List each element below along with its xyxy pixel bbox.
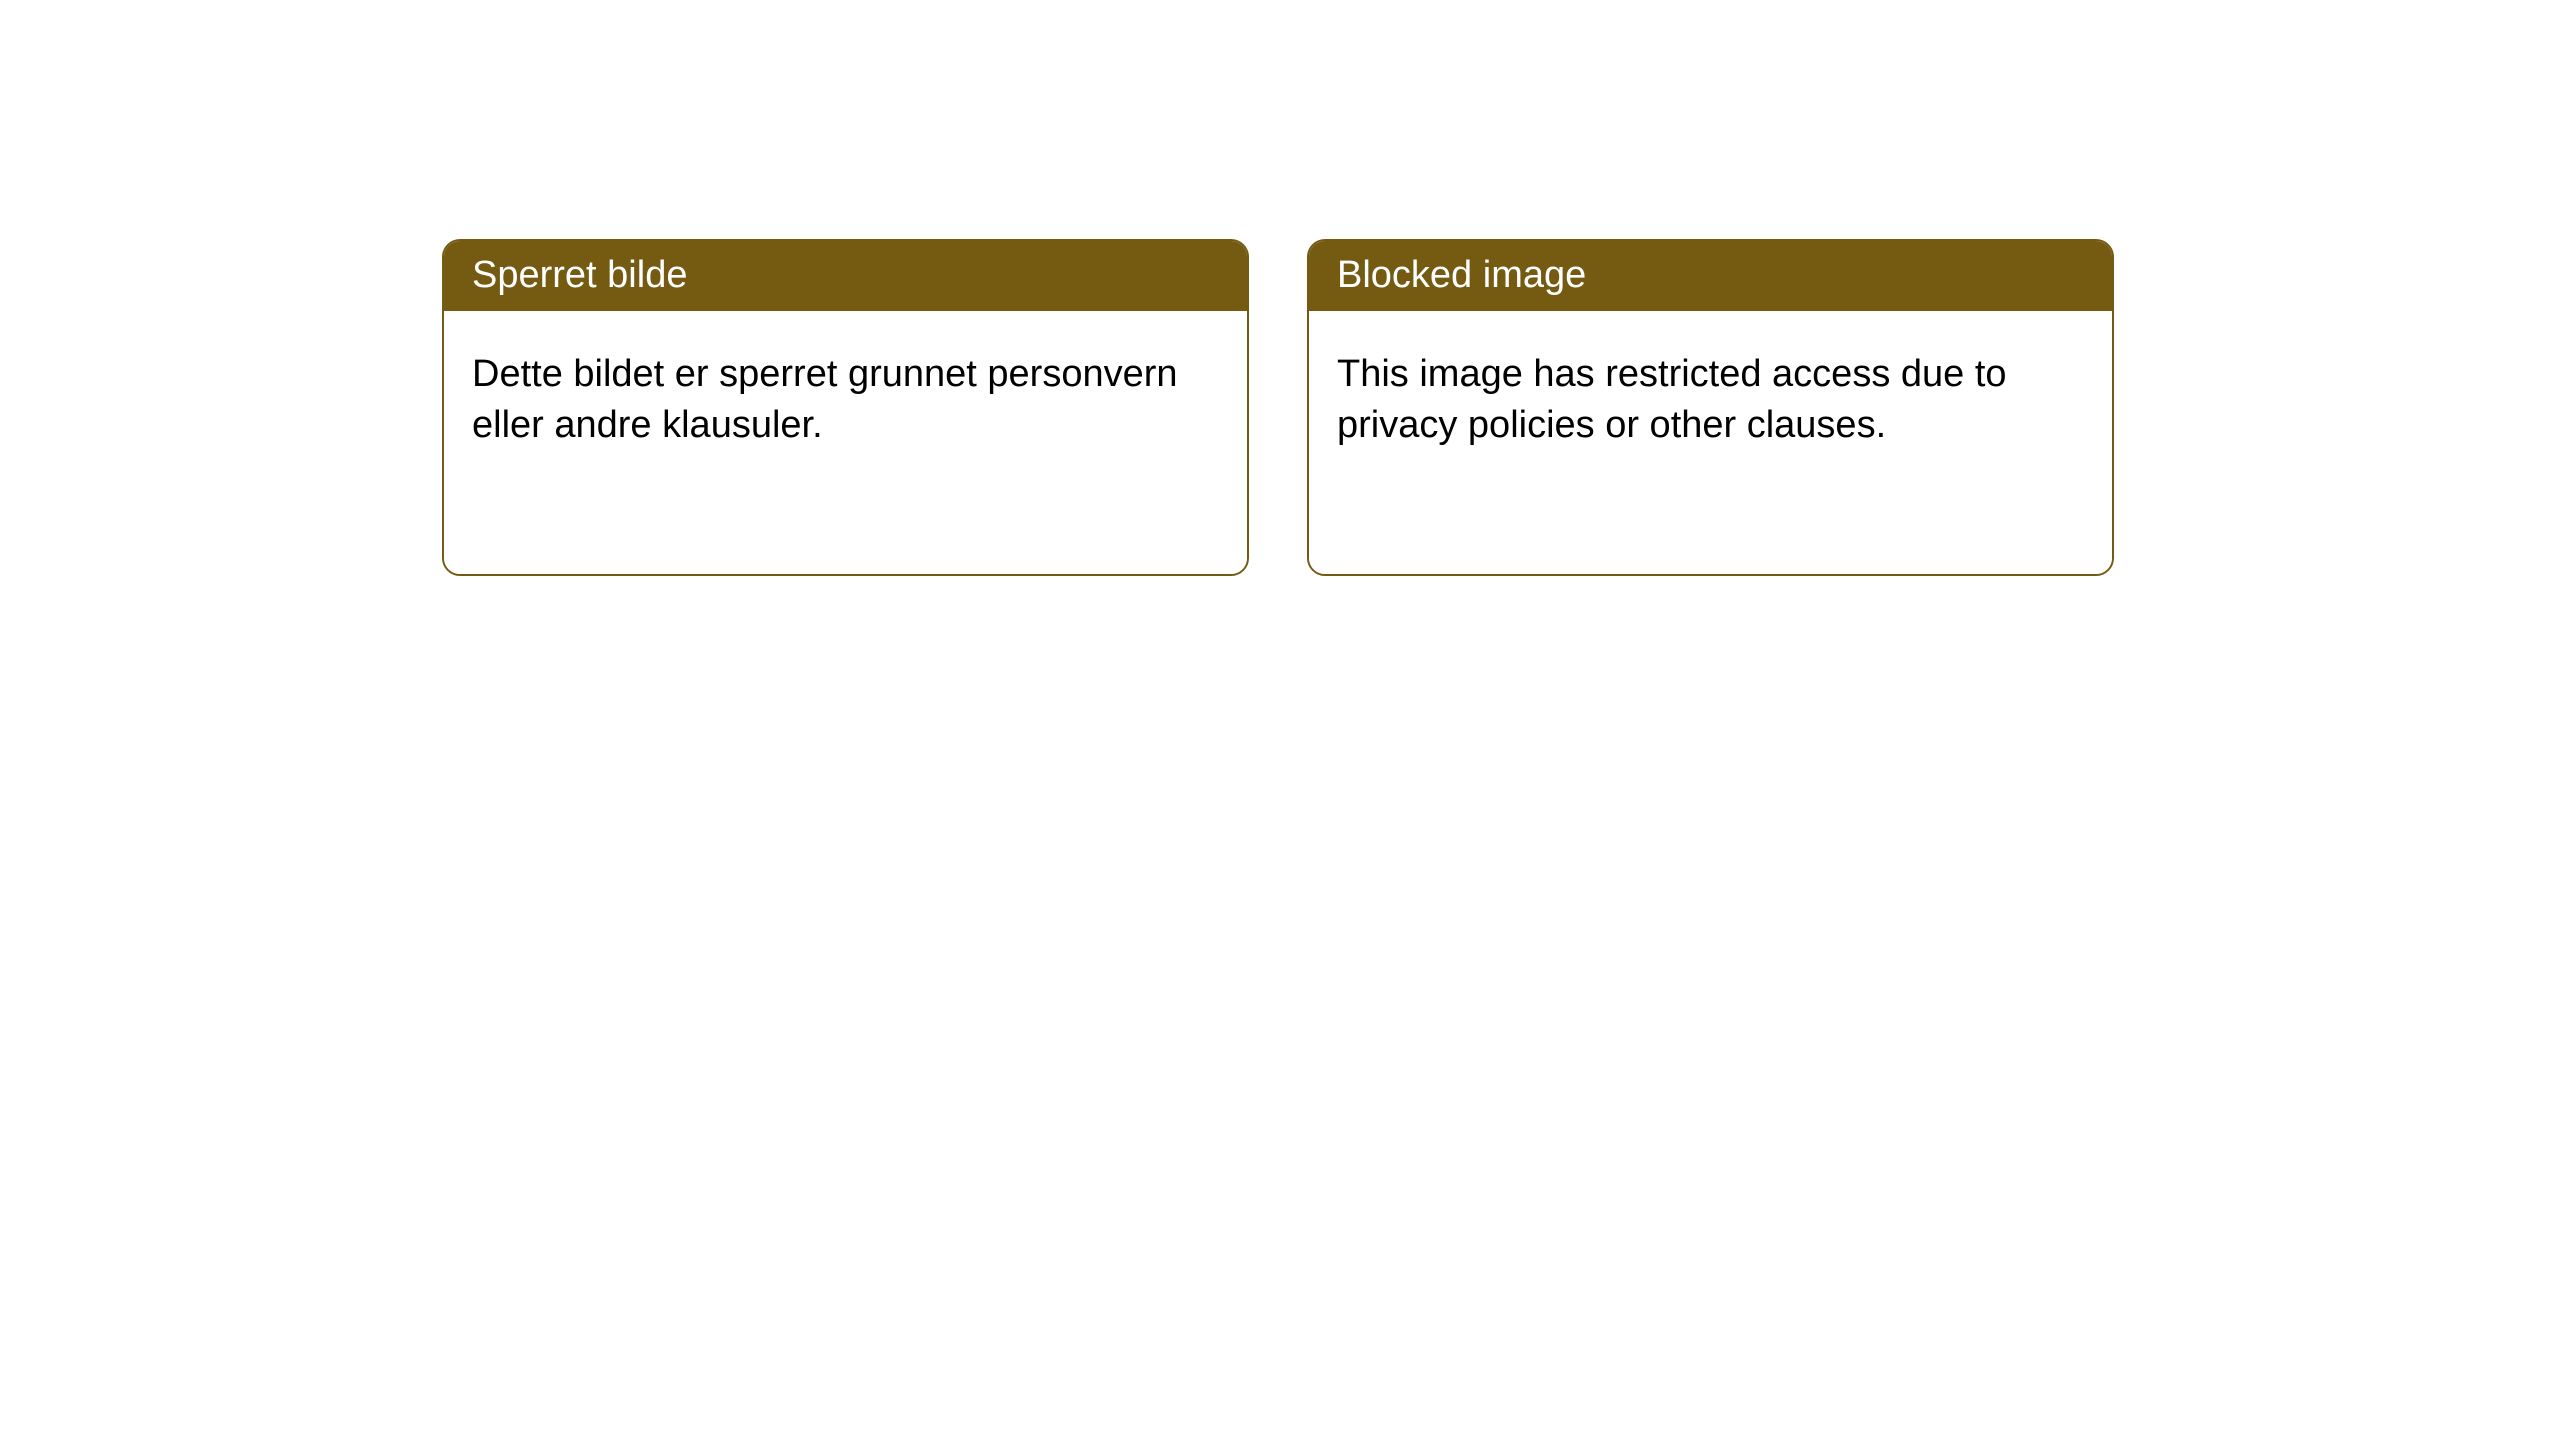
notice-header: Blocked image [1309, 241, 2112, 311]
notice-card-norwegian: Sperret bilde Dette bildet er sperret gr… [442, 239, 1249, 576]
notices-container: Sperret bilde Dette bildet er sperret gr… [442, 239, 2114, 576]
notice-body-text: Dette bildet er sperret grunnet personve… [472, 349, 1219, 452]
notice-body: Dette bildet er sperret grunnet personve… [444, 311, 1247, 574]
notice-header-text: Blocked image [1337, 254, 1586, 296]
notice-header: Sperret bilde [444, 241, 1247, 311]
notice-body: This image has restricted access due to … [1309, 311, 2112, 574]
notice-card-english: Blocked image This image has restricted … [1307, 239, 2114, 576]
notice-body-text: This image has restricted access due to … [1337, 349, 2084, 452]
notice-header-text: Sperret bilde [472, 254, 687, 296]
